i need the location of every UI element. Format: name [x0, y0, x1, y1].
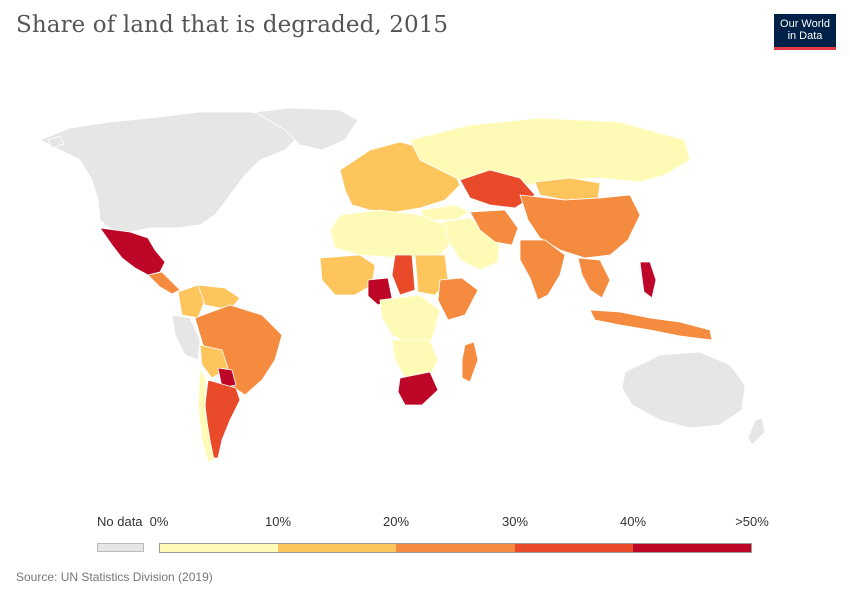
legend-bin-40-50[interactable]	[632, 544, 752, 552]
region-chad: Chad	[391, 254, 416, 296]
region-indonesia: Indonesia	[589, 309, 713, 341]
logo-line-2: in Data	[787, 30, 823, 42]
region-colombia: Colombia	[177, 284, 206, 319]
legend-tick-50: >50%	[735, 514, 769, 529]
legend-no-data-swatch[interactable]	[97, 543, 144, 552]
region-iran: Iran	[469, 209, 519, 246]
legend-tick-20: 20%	[382, 514, 410, 529]
region-china: China	[519, 194, 641, 259]
legend-bin-10-20[interactable]	[278, 544, 397, 552]
source-note: Source: UN Statistics Division (2019)	[16, 570, 213, 584]
region-north-america: North America (north)	[39, 111, 301, 233]
logo-line-1: Our World	[780, 18, 830, 30]
region-philippines: Philippines	[639, 261, 657, 299]
chart-title: Share of land that is degraded, 2015	[16, 12, 449, 38]
region-se-asia: Southeast Asia	[577, 257, 611, 299]
region-greenland: Greenland	[254, 107, 359, 151]
owid-logo[interactable]: Our World in Data	[774, 14, 836, 50]
region-central-america: Central America	[147, 271, 181, 295]
legend-bin-30-40[interactable]	[514, 544, 633, 552]
region-madagascar: Madagascar	[461, 341, 479, 383]
region-south-africa: South Africa	[397, 371, 439, 406]
region-southern-africa: Southern Africa	[391, 339, 439, 379]
region-chile: Chile	[197, 367, 215, 463]
legend-tick-30: 30%	[501, 514, 529, 529]
region-horn-of-africa: Horn of Africa	[437, 277, 479, 321]
region-new-zealand: New Zealand	[747, 417, 766, 446]
region-peru: Peru	[171, 314, 201, 361]
region-russia: Russia	[409, 117, 691, 186]
world-map[interactable]: North America (north) Greenland Greenlan…	[0, 0, 850, 500]
legend-no-data-label: No data	[97, 514, 143, 529]
region-mexico: Mexico	[99, 227, 166, 276]
region-alaska-small: Greenland-small	[47, 135, 65, 149]
legend-tick-40: 40%	[619, 514, 647, 529]
region-venezuela: Venezuela	[197, 284, 241, 311]
legend-bin-20-30[interactable]	[396, 544, 515, 552]
legend-bin-0-10[interactable]	[160, 544, 279, 552]
region-australia: Australia	[621, 351, 746, 429]
legend-tick-10: 10%	[264, 514, 292, 529]
region-paraguay: Paraguay	[217, 367, 237, 389]
legend-color-scale[interactable]	[159, 543, 752, 553]
region-central-africa: Central Africa	[379, 294, 441, 346]
region-india: India	[519, 239, 566, 301]
region-mongolia: Mongolia	[534, 177, 601, 201]
legend-tick-0: 0%	[149, 514, 169, 529]
region-west-africa: West Africa	[319, 254, 376, 296]
